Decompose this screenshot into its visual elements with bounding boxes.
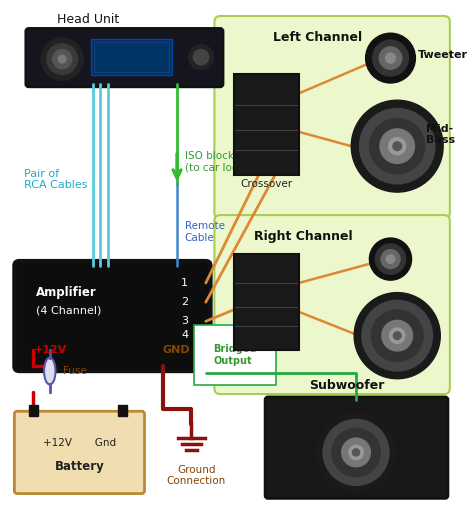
Text: GND: GND: [163, 345, 191, 355]
Text: Ground
Connection: Ground Connection: [166, 465, 226, 487]
Circle shape: [381, 250, 400, 268]
Text: +12V: +12V: [34, 345, 67, 355]
Circle shape: [189, 45, 213, 70]
Circle shape: [393, 332, 401, 339]
Circle shape: [389, 138, 406, 155]
FancyBboxPatch shape: [14, 261, 210, 371]
Text: Pair of
RCA Cables: Pair of RCA Cables: [24, 169, 87, 191]
Circle shape: [332, 428, 380, 476]
Text: Subwoofer: Subwoofer: [309, 379, 384, 392]
Circle shape: [53, 49, 72, 68]
Bar: [234, 254, 299, 350]
Text: 3: 3: [181, 316, 188, 327]
Circle shape: [47, 44, 78, 74]
Text: Amplifier: Amplifier: [36, 286, 97, 299]
Text: Tweeter: Tweeter: [418, 50, 468, 60]
FancyBboxPatch shape: [26, 28, 223, 87]
Text: 1: 1: [181, 278, 188, 288]
Circle shape: [365, 33, 415, 83]
Circle shape: [362, 300, 432, 371]
Circle shape: [58, 55, 66, 63]
Circle shape: [369, 238, 411, 280]
Text: Fuse: Fuse: [63, 366, 87, 376]
Circle shape: [323, 419, 389, 486]
Text: Crossover: Crossover: [240, 179, 292, 190]
Circle shape: [371, 310, 423, 362]
Text: Bridged
Output: Bridged Output: [213, 344, 257, 366]
Circle shape: [379, 47, 401, 70]
Circle shape: [375, 244, 406, 274]
Circle shape: [386, 255, 395, 263]
Circle shape: [360, 109, 435, 184]
Circle shape: [370, 118, 425, 174]
Text: Mid-
Bass: Mid- Bass: [426, 124, 455, 145]
Text: Head Unit: Head Unit: [57, 12, 119, 26]
Text: ISO block
(to car loom): ISO block (to car loom): [185, 151, 252, 173]
Circle shape: [390, 328, 405, 344]
Text: Remote
Cable: Remote Cable: [185, 221, 225, 243]
Circle shape: [382, 320, 412, 351]
FancyBboxPatch shape: [214, 215, 450, 394]
Text: 4: 4: [181, 330, 188, 340]
Circle shape: [354, 293, 440, 379]
Circle shape: [385, 53, 395, 63]
Bar: [118, 405, 128, 416]
Circle shape: [41, 38, 83, 80]
Text: +12V       Gnd: +12V Gnd: [43, 438, 116, 448]
FancyBboxPatch shape: [265, 397, 448, 499]
Circle shape: [349, 445, 363, 459]
Circle shape: [351, 100, 443, 192]
Text: Left Channel: Left Channel: [273, 30, 362, 44]
Ellipse shape: [44, 358, 55, 385]
Circle shape: [380, 129, 414, 163]
Bar: [91, 39, 172, 75]
Circle shape: [393, 142, 401, 150]
Text: Battery: Battery: [55, 460, 104, 473]
Text: Right Channel: Right Channel: [254, 230, 352, 243]
FancyBboxPatch shape: [214, 16, 450, 219]
Circle shape: [316, 412, 396, 493]
Circle shape: [373, 40, 409, 76]
Circle shape: [342, 438, 370, 467]
Bar: [94, 42, 169, 73]
Circle shape: [353, 449, 360, 456]
Bar: [234, 74, 299, 175]
Text: 2: 2: [181, 297, 188, 307]
Text: (4 Channel): (4 Channel): [36, 306, 102, 316]
Bar: [29, 405, 38, 416]
FancyBboxPatch shape: [14, 411, 145, 493]
Circle shape: [193, 49, 209, 65]
